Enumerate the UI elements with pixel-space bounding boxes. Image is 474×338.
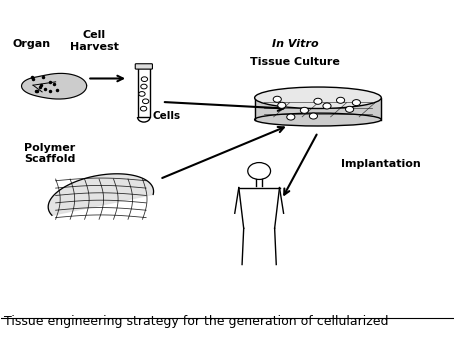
Circle shape	[323, 103, 331, 109]
Text: In Vitro: In Vitro	[272, 39, 319, 49]
Text: Cell
Harvest: Cell Harvest	[70, 30, 118, 52]
Circle shape	[301, 107, 309, 113]
Text: Tissue Culture: Tissue Culture	[250, 57, 340, 67]
Circle shape	[139, 92, 145, 96]
Polygon shape	[137, 68, 150, 117]
Circle shape	[346, 106, 354, 112]
Ellipse shape	[255, 87, 381, 108]
Text: Implantation: Implantation	[340, 159, 420, 169]
Circle shape	[248, 163, 271, 179]
Circle shape	[141, 84, 147, 89]
Circle shape	[337, 97, 345, 103]
Circle shape	[141, 77, 147, 81]
Circle shape	[314, 98, 322, 104]
Text: Cells: Cells	[153, 111, 181, 121]
Circle shape	[273, 96, 282, 102]
Circle shape	[287, 114, 295, 120]
Text: Tissue engineering strategy for the generation of cellularized: Tissue engineering strategy for the gene…	[4, 315, 388, 328]
Circle shape	[143, 99, 149, 104]
Circle shape	[310, 113, 318, 119]
Polygon shape	[255, 98, 381, 120]
Polygon shape	[21, 73, 87, 99]
Polygon shape	[48, 174, 154, 215]
Circle shape	[352, 100, 360, 106]
Ellipse shape	[255, 113, 381, 126]
Circle shape	[140, 106, 147, 111]
Text: Organ: Organ	[13, 39, 51, 49]
Text: Polymer
Scaffold: Polymer Scaffold	[24, 143, 75, 164]
Circle shape	[278, 102, 286, 108]
FancyBboxPatch shape	[135, 64, 153, 69]
